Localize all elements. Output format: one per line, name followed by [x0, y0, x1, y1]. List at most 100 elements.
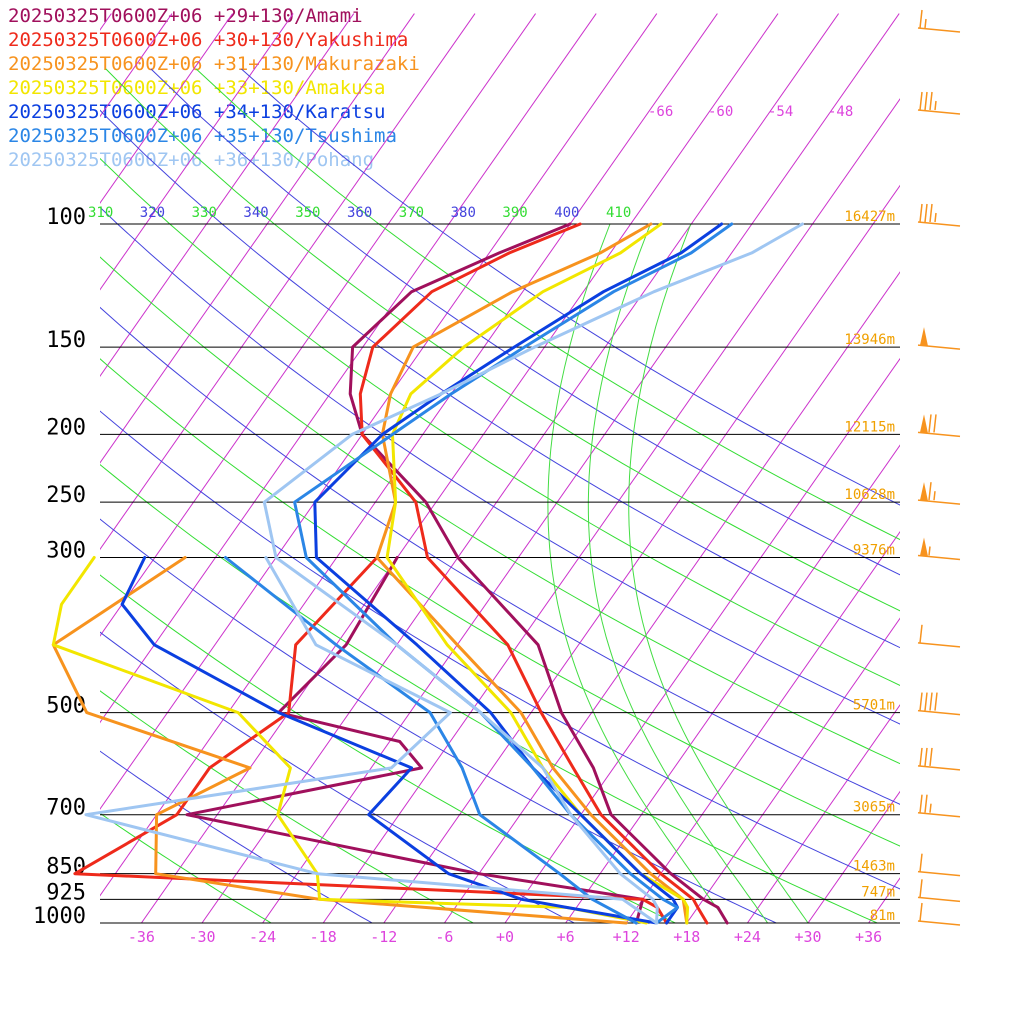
dry-adiabat-line	[100, 206, 900, 725]
temperature-tick-label: +24	[734, 928, 761, 946]
theta-label: 400	[554, 205, 579, 221]
dry-adiabat-line	[240, 68, 900, 506]
isotherm-line	[383, 184, 900, 923]
plot-area	[100, 13, 1024, 923]
isotherm-line	[100, 13, 112, 31]
temperature-tick-label: -30	[188, 928, 215, 946]
isotherm-label: -54	[768, 104, 793, 120]
dry-adiabat-line	[100, 690, 474, 923]
wind-barb	[917, 414, 961, 438]
dry-adiabat-line	[195, 68, 900, 541]
theta-label: 380	[451, 205, 476, 221]
height-label: 81m	[870, 908, 895, 924]
isotherm-line	[443, 271, 900, 923]
dewpoint-profile-line	[51, 556, 628, 925]
wind-barb	[917, 692, 961, 716]
theta-label: 370	[399, 205, 424, 221]
temperature-profile-line	[262, 222, 804, 925]
isotherm-line	[100, 13, 234, 204]
theta-label: 320	[140, 205, 165, 221]
legend: 20250325T0600Z+06 +29+130/Amami 20250325T…	[8, 4, 420, 172]
temperature-tick-label: -36	[128, 928, 155, 946]
temperature-tick-label: -24	[249, 928, 276, 946]
dry-adiabat-line	[100, 463, 878, 923]
isotherm-line	[201, 13, 840, 923]
dry-adiabat-line	[100, 750, 373, 923]
height-label: 5701m	[853, 698, 895, 714]
dry-adiabat-line	[100, 812, 272, 923]
theta-label: 410	[606, 205, 631, 221]
isotherm-label: -60	[708, 104, 733, 120]
temperature-profile-line	[358, 222, 709, 925]
legend-item: 20250325T0600Z+06 +29+130/Amami	[8, 5, 363, 27]
legend-item: 20250325T0600Z+06 +35+130/Tsushima	[8, 125, 397, 147]
temperature-tick-label: +0	[496, 928, 514, 946]
isotherm-line	[262, 13, 900, 923]
isotherm-line	[929, 14, 1024, 923]
dewpoint-profile-line	[185, 556, 645, 925]
legend-item: 20250325T0600Z+06 +36+130/Pohang	[8, 149, 375, 171]
isotherm-line	[140, 13, 779, 923]
pressure-tick-label: 700	[46, 796, 86, 821]
isotherm-line	[100, 13, 173, 118]
wind-barb	[917, 902, 961, 926]
dry-adiabat-line	[100, 631, 575, 923]
temperature-tick-label: +30	[794, 928, 821, 946]
wind-barb	[917, 482, 961, 505]
height-label: 9376m	[853, 543, 895, 559]
height-label: 1463m	[853, 859, 895, 875]
isotherm-line	[100, 13, 294, 291]
temperature-tick-label: -18	[310, 928, 337, 946]
wind-barb	[917, 879, 961, 903]
dewpoint-profile-line	[120, 556, 658, 925]
isotherm-line	[686, 617, 900, 923]
legend-item: 20250325T0600Z+06 +31+130/Makurazaki	[8, 53, 420, 75]
height-label: 10628m	[844, 487, 895, 503]
dry-adiabat-line	[100, 358, 900, 847]
dewpoint-profile-line	[51, 556, 648, 925]
temperature-tick-label: +36	[855, 928, 882, 946]
pressure-tick-label: 100	[46, 205, 86, 230]
temperature-tick-label: -12	[370, 928, 397, 946]
temperature-profile-line	[293, 222, 734, 925]
temperature-tick-label: -6	[435, 928, 453, 946]
temperature-profile-line	[348, 222, 729, 925]
profiles	[51, 222, 804, 925]
isotherm-line	[746, 704, 900, 923]
isotherm-label: -48	[828, 104, 853, 120]
isotherm-label: -66	[648, 104, 673, 120]
isotherm-line	[100, 13, 415, 464]
isotherm-line	[565, 444, 900, 923]
pressure-tick-label: 1000	[33, 904, 86, 929]
wind-barb	[917, 747, 961, 771]
temperature-profile-line	[375, 222, 689, 925]
wind-barb	[917, 327, 961, 350]
theta-label: 330	[192, 205, 217, 221]
wind-barb	[917, 203, 961, 227]
temperature-profile-line	[313, 222, 724, 925]
isotherm-line	[990, 14, 1024, 923]
dry-adiabat-line	[150, 68, 900, 576]
height-label: 3065m	[853, 800, 895, 816]
dry-adiabat-line	[100, 157, 900, 686]
dry-adiabat-line	[105, 68, 900, 612]
isotherm-line	[322, 98, 900, 923]
isotherm-line	[100, 13, 597, 724]
theta-label: 350	[295, 205, 320, 221]
pressure-tick-label: 850	[46, 855, 86, 880]
wind-barb	[917, 537, 961, 561]
dry-adiabat-line	[100, 306, 900, 805]
theta-label: 340	[243, 205, 268, 221]
dry-adiabat-line	[100, 256, 900, 765]
wind-barb	[917, 853, 961, 877]
pressure-tick-label: 200	[46, 415, 86, 440]
isotherm-line	[100, 13, 476, 551]
temperature-tick-label: +6	[557, 928, 575, 946]
theta-label: 360	[347, 205, 372, 221]
height-label: 747m	[861, 884, 895, 900]
height-label: 13946m	[844, 332, 895, 348]
pressure-tick-label: 300	[46, 539, 86, 564]
temperature-profile-line	[385, 222, 690, 925]
isotherm-line	[807, 790, 900, 923]
